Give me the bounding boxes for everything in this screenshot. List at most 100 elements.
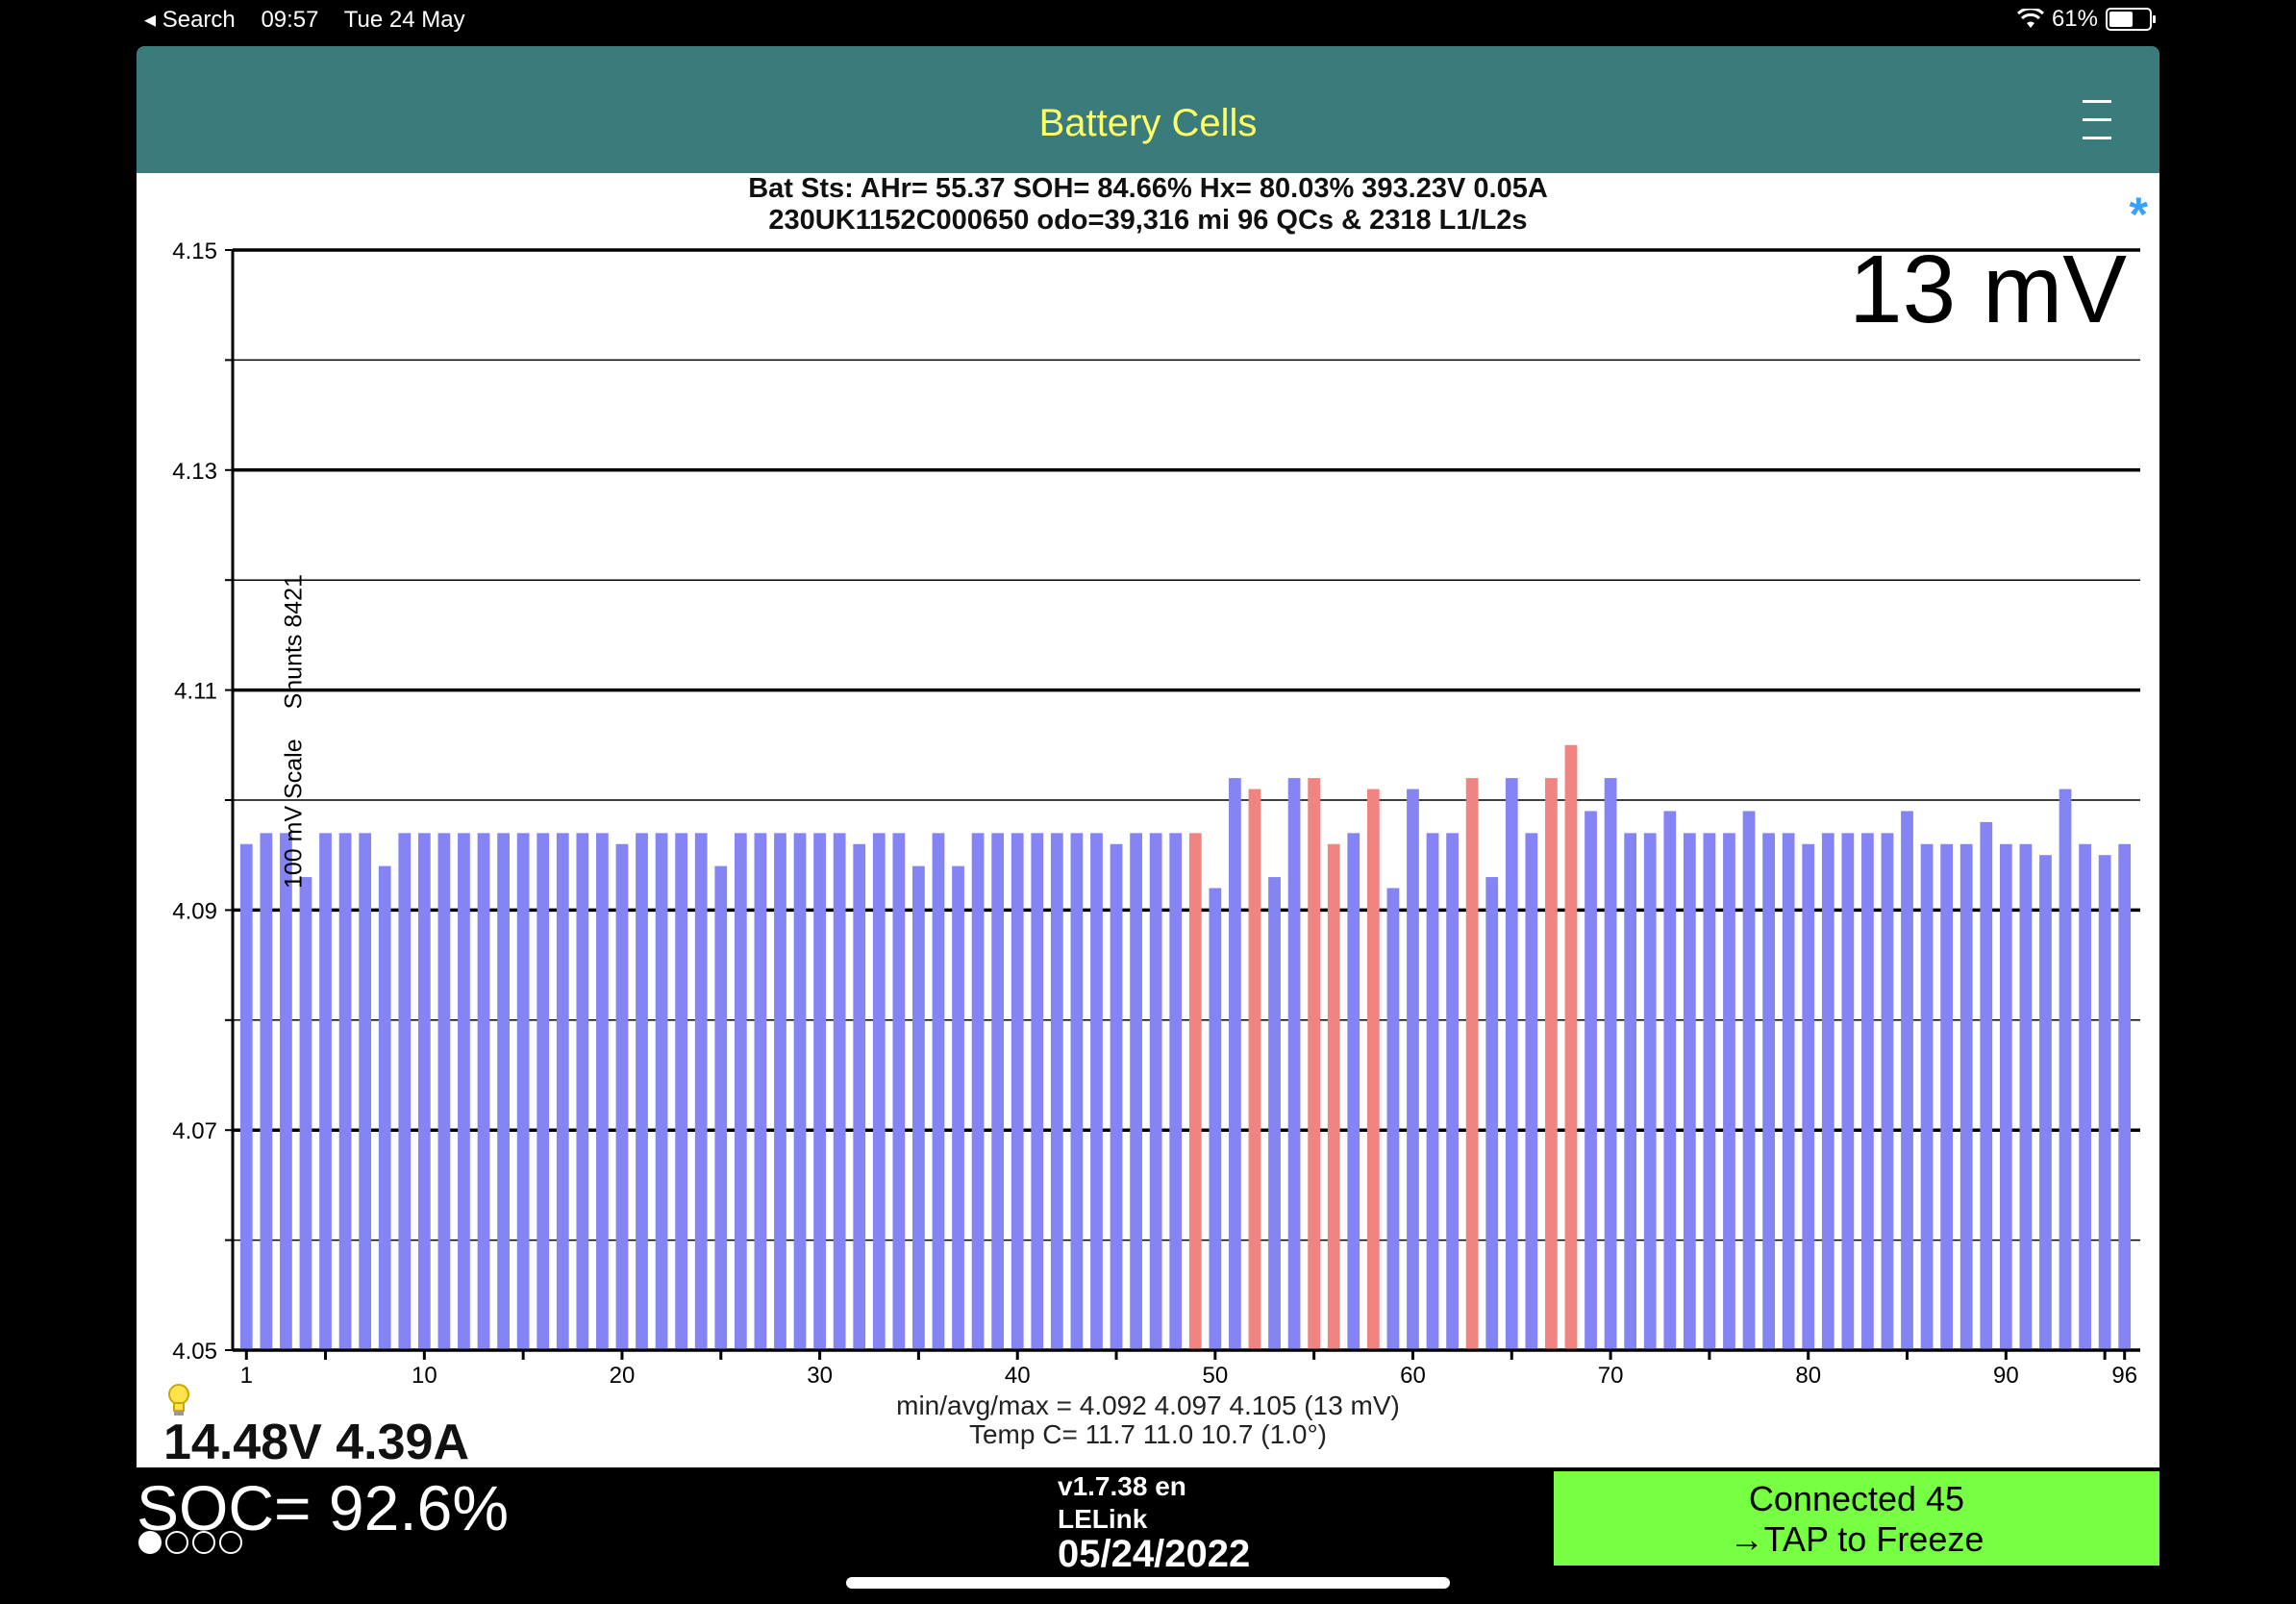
cell-bar (417, 833, 431, 1350)
page-dot[interactable] (138, 1531, 162, 1554)
cell-spread-readout: 13 mV (1848, 236, 2127, 343)
cell-bar (675, 833, 688, 1350)
x-tick-label: 60 (1400, 1363, 1426, 1385)
cell-bar (991, 833, 1005, 1350)
cell-bar (1386, 888, 1400, 1350)
x-tick-label: 90 (1993, 1363, 2019, 1385)
temperature-line: Temp C= 11.7 11.0 10.7 (1.0°) (968, 1419, 1328, 1449)
cell-bar (378, 865, 391, 1350)
cell-bar (1090, 833, 1103, 1350)
cell-bar (1031, 833, 1044, 1350)
cell-bar (932, 833, 945, 1350)
cell-bar (1011, 833, 1024, 1350)
battery-icon (2106, 8, 2156, 31)
cell-bar (1920, 843, 1934, 1350)
vehicle-info-line: 230UK1152C000650 odo=39,316 mi 96 QCs & … (768, 205, 1528, 236)
battery-tip (2153, 15, 2156, 23)
app-info: v1.7.38 en LELink 05/24/2022 (1058, 1471, 1250, 1573)
cell-voltage-chart: 4.05 4.07 4.09 4.11 4.13 4.15 1 10 20 30 40 50 60 70 8… (172, 238, 2140, 1385)
cell-bar (1268, 877, 1281, 1350)
hamburger-menu-icon[interactable] (2083, 100, 2111, 142)
cell-bar (1881, 833, 1894, 1350)
cell-bar (280, 833, 292, 1350)
cell-bar (2039, 855, 2052, 1350)
status-time: 09:57 (261, 7, 319, 33)
x-tick-label: 96 (2111, 1363, 2137, 1385)
home-indicator[interactable] (846, 1577, 1450, 1589)
cell-bar (1624, 833, 1637, 1350)
cell-bar (1426, 833, 1439, 1350)
battery-percent: 61% (2051, 6, 2098, 32)
cell-bar (714, 865, 728, 1350)
cell-bar (1585, 811, 1597, 1350)
battery-fill (2109, 12, 2134, 27)
y-tick-label: 4.11 (174, 679, 217, 705)
x-tick-label: 20 (610, 1363, 636, 1385)
cell-bar (1980, 821, 1993, 1350)
battery-status-line: Bat Sts: AHr= 55.37 SOH= 84.66% Hx= 80.0… (748, 173, 1548, 204)
cell-bar (1149, 833, 1162, 1350)
cell-bar (694, 833, 708, 1350)
cell-bar (1485, 877, 1499, 1350)
y-axis-label: 100 mV Scale Shunts 8421 (281, 539, 309, 924)
cell-bar (359, 833, 372, 1350)
cell-bar (1683, 833, 1696, 1350)
cell-bar (1465, 778, 1479, 1350)
back-to-search-link[interactable]: ◂ Search (144, 7, 236, 33)
cell-bar (338, 833, 352, 1350)
cell-bar (576, 833, 589, 1350)
back-label: Search (162, 7, 236, 33)
cell-bar (1308, 778, 1321, 1350)
cell-bar (1347, 833, 1360, 1350)
cell-bar (655, 833, 668, 1350)
page-dot[interactable] (219, 1531, 242, 1554)
page-dot[interactable] (165, 1531, 188, 1554)
cell-bar (1248, 789, 1261, 1350)
cell-bar (952, 865, 964, 1350)
page-indicator[interactable] (138, 1531, 242, 1554)
cell-bar (754, 833, 767, 1350)
cell-bar (299, 877, 312, 1350)
cell-bar (2059, 789, 2072, 1350)
cell-bar (1802, 843, 1815, 1350)
cell-bar (596, 833, 609, 1350)
cell-bar (477, 833, 490, 1350)
connection-status: Connected 45 (1748, 1479, 1965, 1518)
cell-bar (516, 833, 530, 1350)
y-tick-label: 4.05 (172, 1339, 217, 1365)
connected-freeze-button[interactable]: Connected 45 →TAP to Freeze (1554, 1471, 2159, 1566)
cell-bar (636, 833, 648, 1350)
cell-bar (260, 833, 273, 1350)
cell-bar (458, 833, 470, 1350)
app-header: Battery Cells (137, 46, 2159, 173)
cell-bar (1564, 744, 1578, 1350)
cell-bar (2019, 843, 2033, 1350)
cell-bar (1643, 833, 1657, 1350)
cell-bar (556, 833, 569, 1350)
app-version: v1.7.38 en (1058, 1471, 1186, 1501)
x-tick-label: 10 (412, 1363, 437, 1385)
shunts-label: Shunts 8421 (280, 574, 308, 710)
cell-bar (833, 833, 846, 1350)
cell-bar (319, 833, 332, 1350)
min-avg-max-line: min/avg/max = 4.092 4.097 4.105 (13 mV) (896, 1391, 1400, 1420)
cell-bar (1070, 833, 1084, 1350)
cell-bar (2098, 855, 2111, 1350)
cell-bar (615, 843, 629, 1350)
x-tick-label: 50 (1202, 1363, 1228, 1385)
cell-bar (853, 843, 866, 1350)
session-date: 05/24/2022 (1058, 1533, 1251, 1575)
cell-chart-panel[interactable]: Bat Sts: AHr= 55.37 SOH= 84.66% Hx= 80.0… (137, 173, 2159, 1470)
status-date: Tue 24 May (343, 7, 465, 33)
cell-bar (239, 843, 253, 1350)
cell-bar (1050, 833, 1063, 1350)
status-right: 61% (2016, 6, 2156, 33)
page-title: Battery Cells (1038, 102, 1258, 144)
page-dot[interactable] (192, 1531, 215, 1554)
cell-bar (1604, 778, 1617, 1350)
cell-bar (1446, 833, 1459, 1350)
lightbulb-icon[interactable] (165, 1383, 192, 1427)
cell-bar (1663, 811, 1677, 1350)
x-tick-label: 30 (807, 1363, 833, 1385)
cell-bar (1723, 833, 1735, 1350)
